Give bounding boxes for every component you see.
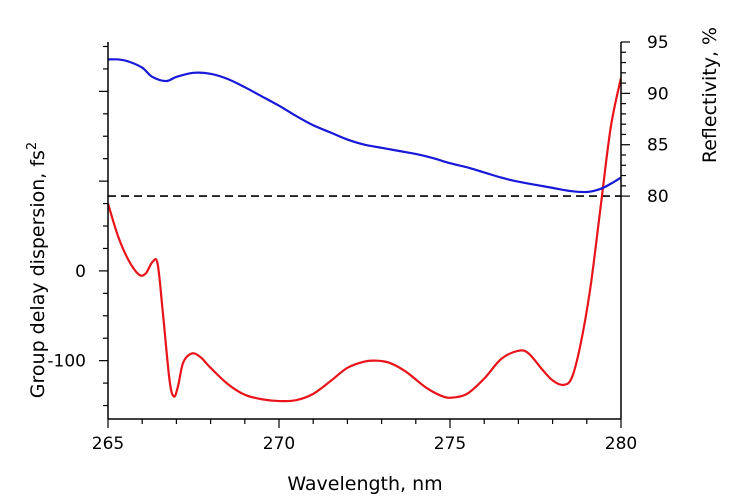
- x-tick-label: 280: [605, 434, 637, 454]
- x-tick-label: 275: [434, 434, 466, 454]
- y-right-tick-label: 90: [647, 84, 669, 104]
- y-left-tick-label: -100: [47, 352, 86, 372]
- y-right-tick-label: 80: [647, 187, 669, 207]
- gdd-series-line: [108, 77, 621, 403]
- y-left-axis-title-superscript: 2: [25, 142, 40, 150]
- y-right-axis-title: Reflectivity, %: [699, 27, 721, 163]
- y-left-axis-title: Group delay dispersion, fs2: [25, 142, 49, 398]
- y-right-tick-label: 95: [647, 33, 669, 53]
- x-axis-title: Wavelength, nm: [287, 473, 442, 495]
- x-tick-label: 265: [92, 434, 124, 454]
- y-left-tick-label: 0: [75, 262, 86, 282]
- x-tick-label: 270: [263, 434, 295, 454]
- y-right-tick-label: 85: [647, 136, 669, 156]
- reflectivity-series-line: [108, 58, 621, 194]
- y-left-axis-title-text: Group delay dispersion, fs: [27, 150, 49, 398]
